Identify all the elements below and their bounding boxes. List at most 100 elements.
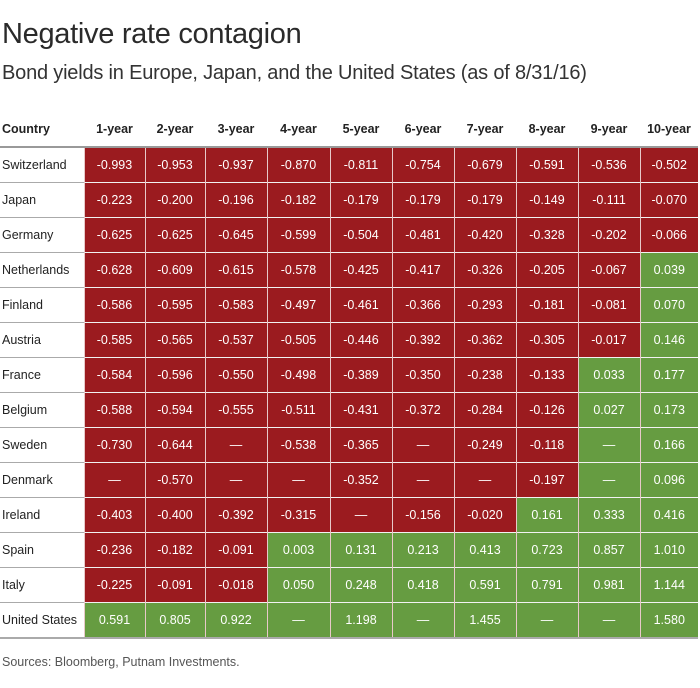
yield-cell: 0.146: [639, 322, 698, 358]
yield-cell: -0.555: [204, 392, 267, 428]
table-row: France -0.584 -0.596 -0.550 -0.498 -0.389 -0.3…: [0, 357, 698, 393]
chart-title: Negative rate contagion: [2, 18, 302, 50]
yield-cell: -0.400: [144, 497, 205, 533]
yield-cell: 0.096: [639, 462, 698, 498]
yield-cell: -0.070: [639, 182, 698, 218]
yield-cell: -0.628: [83, 252, 145, 288]
yield-cell: -0.362: [453, 322, 516, 358]
yield-cell: 0.003: [266, 532, 330, 568]
yield-cell: 0.070: [639, 287, 698, 323]
yield-cell: -0.425: [329, 252, 392, 288]
yield-cell: 0.413: [453, 532, 516, 568]
column-header-7-year: 7-year: [454, 112, 516, 148]
yield-cell: -0.625: [83, 217, 145, 253]
table-row: Japan -0.223 -0.200 -0.196 -0.182 -0.179 -0.17…: [0, 182, 698, 218]
yield-cell: -0.403: [83, 497, 145, 533]
yield-cell: 1.198: [329, 602, 392, 639]
yield-cell: -0.389: [329, 357, 392, 393]
table-row: Ireland -0.403 -0.400 -0.392 -0.315— -0.156 -0…: [0, 497, 698, 533]
column-header-8-year: 8-year: [516, 112, 578, 148]
yield-cell: -0.284: [453, 392, 516, 428]
yield-cell: -0.202: [577, 217, 640, 253]
yield-cell: -0.179: [329, 182, 392, 218]
country-label: Denmark: [0, 462, 84, 498]
yield-cell: -0.081: [577, 287, 640, 323]
yield-cell: -0.644: [144, 427, 205, 463]
yield-cell: -0.502: [639, 146, 698, 183]
bond-yield-table: Country 1-year 2-year 3-year 4-year 5-year 6-y…: [0, 112, 698, 639]
yield-cell: -0.679: [453, 146, 516, 183]
yield-cell: -0.091: [204, 532, 267, 568]
header-row: Country 1-year 2-year 3-year 4-year 5-year 6-y…: [0, 112, 698, 148]
yield-cell: 0.857: [577, 532, 640, 568]
yield-cell: -0.420: [453, 217, 516, 253]
yield-cell: 0.050: [266, 567, 330, 603]
yield-cell: -0.249: [453, 427, 516, 463]
table-row: Denmark — -0.570— — -0.352— — -0.197—0.096: [0, 462, 698, 498]
table-row: Italy -0.225 -0.091 -0.018 0.050 0.248 0.418 0.…: [0, 567, 698, 603]
yield-cell: -0.126: [515, 392, 578, 428]
yield-cell: -0.179: [453, 182, 516, 218]
table-row: Netherlands -0.628 -0.609 -0.615 -0.578 -0.42…: [0, 252, 698, 288]
yield-cell: -0.118: [515, 427, 578, 463]
yield-cell: -0.585: [83, 322, 145, 358]
yield-cell: -0.497: [266, 287, 330, 323]
yield-cell: 0.981: [577, 567, 640, 603]
column-header-country: Country: [0, 112, 84, 148]
source-note: Sources: Bloomberg, Putnam Investments.: [2, 655, 240, 669]
yield-cell: -0.505: [266, 322, 330, 358]
yield-cell: -0.017: [577, 322, 640, 358]
yield-cell: -0.730: [83, 427, 145, 463]
yield-cell: 0.333: [577, 497, 640, 533]
country-label: Japan: [0, 182, 84, 218]
yield-cell: -0.315: [266, 497, 330, 533]
country-label: Italy: [0, 567, 84, 603]
yield-cell: —: [391, 462, 454, 498]
yield-cell: -0.179: [391, 182, 454, 218]
yield-cell: 0.591: [83, 602, 145, 639]
country-label: Finland: [0, 287, 84, 323]
yield-cell: 0.131: [329, 532, 392, 568]
yield-cell: -0.350: [391, 357, 454, 393]
yield-cell: -0.182: [266, 182, 330, 218]
yield-cell: -0.937: [204, 146, 267, 183]
yield-cell: -0.645: [204, 217, 267, 253]
yield-cell: -0.133: [515, 357, 578, 393]
yield-cell: -0.550: [204, 357, 267, 393]
yield-cell: -0.156: [391, 497, 454, 533]
column-header-10-year: 10-year: [640, 112, 698, 148]
yield-cell: -0.305: [515, 322, 578, 358]
yield-cell: -0.196: [204, 182, 267, 218]
table-row: United States 0.591 0.805 0.922—1.198—1.455…: [0, 602, 698, 639]
table-row: Switzerland -0.993 -0.953 -0.937 -0.870 -0.81…: [0, 146, 698, 183]
yield-cell: -0.417: [391, 252, 454, 288]
yield-cell: -0.993: [83, 146, 145, 183]
table-row: Finland -0.586 -0.595 -0.583 -0.497 -0.461 -0.…: [0, 287, 698, 323]
yield-cell: -0.200: [144, 182, 205, 218]
yield-cell: -0.461: [329, 287, 392, 323]
yield-cell: -0.366: [391, 287, 454, 323]
column-header-6-year: 6-year: [392, 112, 454, 148]
yield-cell: —: [577, 427, 640, 463]
yield-cell: -0.223: [83, 182, 145, 218]
yield-cell: -0.754: [391, 146, 454, 183]
yield-cell: -0.392: [391, 322, 454, 358]
country-label: Spain: [0, 532, 84, 568]
yield-cell: -0.372: [391, 392, 454, 428]
yield-cell: -0.538: [266, 427, 330, 463]
yield-cell: 0.027: [577, 392, 640, 428]
yield-cell: -0.182: [144, 532, 205, 568]
yield-cell: 1.455: [453, 602, 516, 639]
yield-cell: 0.173: [639, 392, 698, 428]
yield-cell: 0.033: [577, 357, 640, 393]
yield-cell: -0.578: [266, 252, 330, 288]
column-header-2-year: 2-year: [145, 112, 205, 148]
table-row: Germany -0.625 -0.625 -0.645 -0.599 -0.504 -0.…: [0, 217, 698, 253]
yield-cell: 0.177: [639, 357, 698, 393]
yield-cell: 1.580: [639, 602, 698, 639]
yield-cell: -0.588: [83, 392, 145, 428]
yield-cell: —: [391, 427, 454, 463]
yield-cell: -0.365: [329, 427, 392, 463]
country-label: Switzerland: [0, 147, 84, 183]
column-header-5-year: 5-year: [330, 112, 392, 148]
